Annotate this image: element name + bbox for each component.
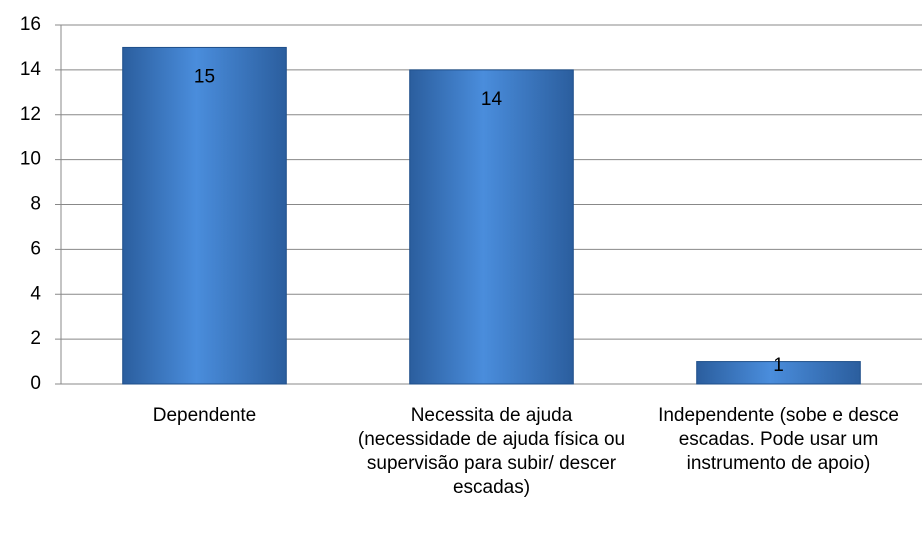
x-tick-label: Dependente: [152, 405, 257, 426]
data-label: 14: [481, 89, 503, 110]
data-label: 15: [194, 66, 215, 87]
data-label: 1: [773, 355, 784, 376]
y-tick-label: 0: [30, 373, 41, 394]
bar: [696, 361, 861, 385]
y-tick-label: 12: [20, 104, 41, 125]
x-tick-label: Necessita de ajuda (necessidade de ajuda…: [357, 405, 626, 498]
y-tick-label: 4: [30, 283, 41, 304]
y-tick-label: 8: [30, 194, 41, 215]
y-tick-label: 10: [20, 149, 41, 170]
y-tick-label: 2: [30, 328, 41, 349]
x-tick-label: Independente (sobe e desce escadas. Pode…: [658, 405, 899, 474]
y-tick-label: 6: [30, 238, 41, 259]
y-tick-label: 16: [20, 14, 41, 35]
y-tick-label: 14: [20, 59, 42, 80]
bar: [122, 46, 287, 385]
bar: [409, 69, 574, 385]
